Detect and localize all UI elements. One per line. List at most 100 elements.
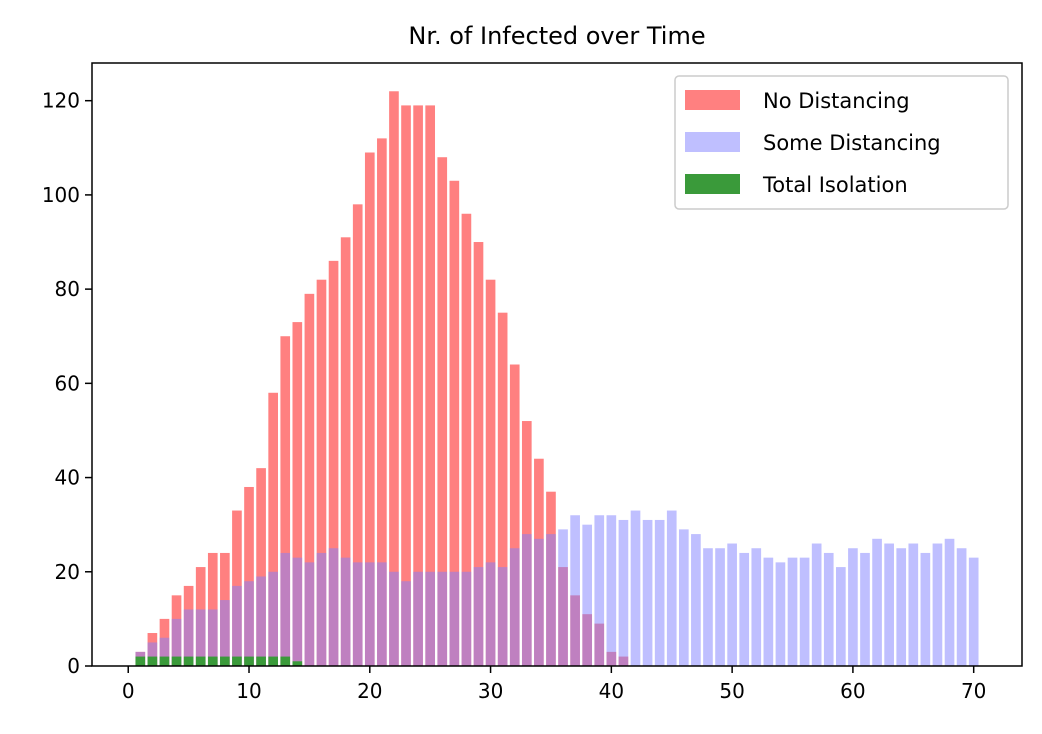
bar-some-distancing-39 — [594, 515, 605, 666]
bar-some-distancing-27 — [449, 571, 460, 666]
bar-no-distancing-10 — [244, 486, 254, 666]
bar-some-distancing-3 — [159, 637, 170, 666]
bar-no-distancing-16 — [316, 279, 327, 666]
bar-no-distancing-28 — [461, 213, 472, 666]
x-tick-label-60: 60 — [840, 679, 865, 703]
x-tick-label-0: 0 — [122, 679, 135, 703]
bar-some-distancing-69 — [956, 548, 967, 666]
bar-no-distancing-26 — [437, 157, 448, 666]
bar-some-distancing-50 — [727, 543, 737, 666]
bar-some-distancing-68 — [944, 538, 955, 666]
legend-label-no-distancing: No Distancing — [763, 89, 910, 113]
y-tick-label-100: 100 — [42, 183, 80, 207]
bar-some-distancing-55 — [787, 557, 798, 666]
y-tick-label-120: 120 — [42, 89, 80, 113]
x-tick-label-30: 30 — [478, 679, 503, 703]
legend-label-some-distancing: Some Distancing — [763, 131, 941, 155]
bar-some-distancing-40 — [606, 515, 617, 666]
bar-some-distancing-25 — [425, 571, 436, 666]
bar-some-distancing-57 — [811, 543, 822, 666]
bar-some-distancing-41 — [618, 519, 629, 666]
bar-no-distancing-13 — [280, 336, 291, 666]
legend-swatch-no-distancing — [685, 90, 740, 110]
bar-some-distancing-21 — [377, 562, 387, 666]
y-tick-label-80: 80 — [55, 277, 80, 301]
bar-some-distancing-45 — [666, 510, 677, 666]
bar-no-distancing-32 — [509, 364, 520, 666]
bar-total-isolation-12 — [268, 656, 278, 666]
bar-some-distancing-43 — [642, 519, 653, 666]
bar-some-distancing-38 — [582, 524, 593, 666]
bar-no-distancing-11 — [256, 468, 266, 666]
legend-swatch-some-distancing — [685, 132, 740, 152]
chart-title: Nr. of Infected over Time — [408, 22, 705, 50]
bar-some-distancing-32 — [509, 548, 520, 666]
bar-no-distancing-12 — [268, 392, 278, 666]
bar-some-distancing-4 — [171, 618, 182, 666]
bar-some-distancing-62 — [872, 538, 882, 666]
bar-some-distancing-9 — [232, 585, 242, 666]
bar-total-isolation-1 — [135, 656, 146, 666]
bar-some-distancing-53 — [763, 557, 774, 666]
x-tick-label-70: 70 — [961, 679, 986, 703]
plot-frame — [91, 62, 1023, 667]
bar-some-distancing-11 — [256, 576, 266, 666]
bar-total-isolation-7 — [207, 656, 218, 666]
y-axis: 0 20 40 60 80 100 120 — [42, 89, 92, 678]
bar-some-distancing-10 — [244, 581, 254, 666]
legend-swatch-total-isolation — [685, 174, 740, 194]
bar-no-distancing-22 — [389, 91, 399, 666]
x-tick-label-20: 20 — [357, 679, 382, 703]
bar-total-isolation-6 — [195, 656, 206, 666]
bar-some-distancing-30 — [485, 562, 496, 666]
bar-no-distancing-31 — [497, 312, 508, 666]
bar-some-distancing-13 — [280, 552, 291, 666]
bar-some-distancing-12 — [268, 571, 278, 666]
legend-box — [674, 75, 1009, 210]
bar-some-distancing-63 — [884, 543, 894, 666]
bar-some-distancing-26 — [437, 571, 448, 666]
bars — [135, 91, 979, 667]
bar-some-distancing-23 — [401, 581, 411, 666]
bar-some-distancing-33 — [521, 534, 532, 666]
bar-some-distancing-60 — [848, 548, 858, 666]
bar-some-distancing-44 — [654, 519, 665, 666]
bar-some-distancing-2 — [147, 642, 158, 666]
bar-some-distancing-7 — [207, 609, 218, 666]
bar-some-distancing-6 — [195, 609, 206, 666]
bar-some-distancing-70 — [968, 557, 979, 666]
bar-no-distancing-14 — [292, 322, 303, 666]
bar-no-distancing-18 — [340, 237, 351, 667]
bar-total-isolation-13 — [280, 656, 291, 666]
bar-some-distancing-17 — [328, 548, 339, 666]
bar-total-isolation-3 — [159, 656, 170, 666]
bar-no-distancing-20 — [364, 152, 375, 666]
legend: No Distancing Some Distancing Total Isolat… — [674, 75, 1009, 210]
x-tick-label-50: 50 — [719, 679, 744, 703]
legend-label-total-isolation: Total Isolation — [762, 173, 908, 197]
bar-some-distancing-36 — [558, 529, 568, 666]
bar-total-isolation-5 — [183, 656, 194, 666]
bar-some-distancing-24 — [413, 571, 423, 666]
bar-no-distancing-29 — [473, 242, 484, 666]
bar-some-distancing-42 — [630, 510, 641, 666]
bar-some-distancing-52 — [751, 548, 762, 666]
x-tick-label-40: 40 — [599, 679, 624, 703]
bar-total-isolation-14 — [292, 661, 303, 666]
bar-no-distancing-15 — [304, 293, 315, 666]
x-axis: 0 10 20 30 40 50 60 70 — [122, 666, 986, 703]
bar-some-distancing-46 — [678, 529, 689, 666]
bar-total-isolation-9 — [232, 656, 242, 666]
bar-no-distancing-24 — [413, 105, 423, 666]
bar-some-distancing-16 — [316, 552, 327, 666]
bar-no-distancing-17 — [328, 260, 339, 666]
bar-some-distancing-61 — [860, 552, 870, 666]
bar-no-distancing-23 — [401, 105, 411, 666]
bar-some-distancing-64 — [896, 548, 907, 666]
bar-some-distancing-66 — [920, 552, 931, 666]
bar-some-distancing-20 — [364, 562, 375, 666]
bar-no-distancing-30 — [485, 279, 496, 666]
bar-some-distancing-58 — [823, 552, 834, 666]
x-tick-label-10: 10 — [236, 679, 261, 703]
